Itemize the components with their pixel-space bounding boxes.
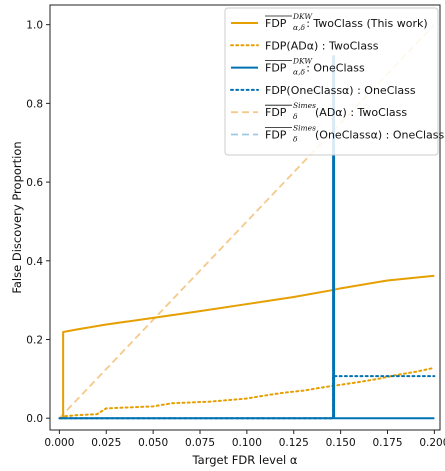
legend-box: [224, 7, 439, 156]
legend-label: : OneClass: [306, 62, 365, 75]
y-tick-label: 0.4: [26, 256, 43, 268]
legend-fdp-symbol: FDP: [265, 129, 287, 142]
y-tick-label: 0.8: [26, 98, 43, 110]
y-tick-label: 1.0: [26, 20, 43, 32]
x-tick-label: 0.100: [232, 437, 262, 449]
legend-superscript: Simes: [293, 124, 316, 133]
legend-label: (OneClassα) : OneClass: [315, 129, 444, 142]
x-tick-label: 0.200: [419, 437, 445, 449]
legend-fdp-symbol: FDP: [265, 62, 287, 75]
legend-label: (ADα) : TwoClass: [315, 106, 407, 119]
legend-label: : TwoClass (This work): [306, 17, 427, 30]
x-tick-label: 0.075: [185, 437, 215, 449]
x-axis-ticks: 0.000 0.025 0.050 0.075 0.100 0.125 0.150 0.175…: [44, 430, 445, 449]
y-axis-label: False Discovery Proportion: [10, 141, 24, 293]
legend-label: FDP(OneClassα) : OneClass: [265, 84, 416, 97]
x-tick-label: 0.050: [138, 437, 168, 449]
legend-subscript: α,δ: [293, 23, 305, 32]
legend-fdp-symbol: FDP: [265, 106, 287, 119]
series-line-1: [59, 274, 435, 420]
legend-subscript: α,δ: [293, 68, 305, 77]
legend-subscript: δ: [293, 112, 298, 121]
y-tick-label: 0.6: [26, 177, 43, 189]
legend-subscript: δ: [293, 135, 298, 144]
legend-fdp-symbol: FDP: [265, 17, 287, 30]
legend-label: FDP(ADα) : TwoClass: [265, 39, 379, 52]
x-tick-label: 0.025: [91, 437, 121, 449]
x-tick-label: 0.125: [279, 437, 309, 449]
series-line-2: [64, 366, 436, 418]
x-tick-label: 0.150: [326, 437, 356, 449]
axes-frame: [49, 4, 441, 431]
x-axis-label: Target FDR level α: [192, 453, 298, 467]
legend-superscript: Simes: [293, 101, 316, 110]
legend-superscript: DKW: [292, 12, 313, 21]
y-axis-ticks: 0.0 0.2 0.4 0.6 0.8 1.0: [26, 20, 50, 425]
y-tick-label: 0.0: [26, 413, 43, 425]
y-tick-label: 0.2: [26, 334, 43, 346]
x-tick-label: 0.175: [372, 437, 402, 449]
series-line-4: [58, 375, 436, 420]
legend-superscript: DKW: [292, 57, 313, 66]
x-tick-label: 0.000: [44, 437, 74, 449]
